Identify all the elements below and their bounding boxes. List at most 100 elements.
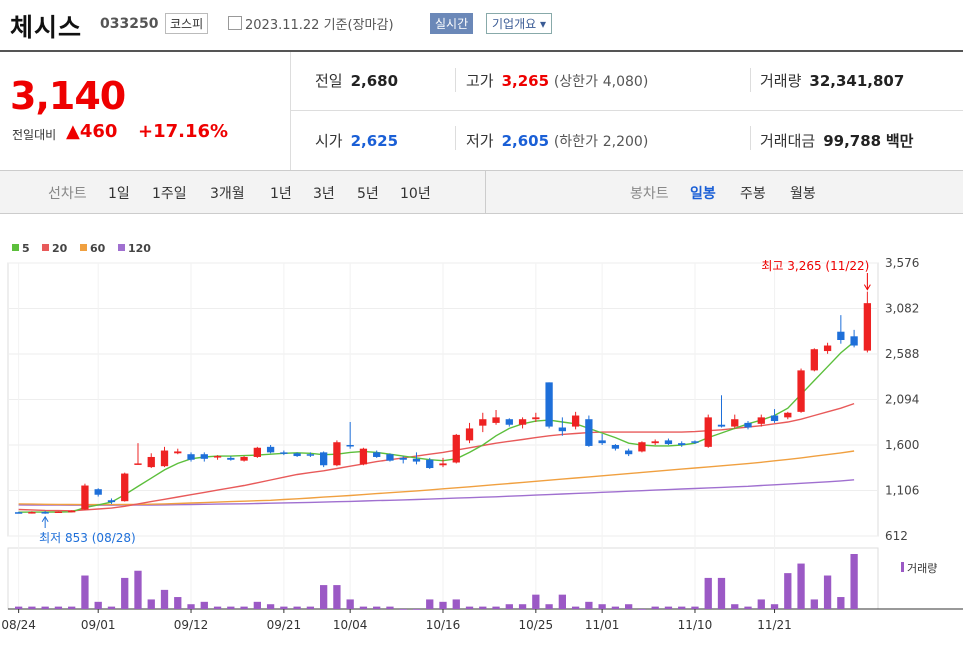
candle-body xyxy=(717,424,726,427)
candle-body xyxy=(240,456,248,461)
candle-body xyxy=(346,445,354,447)
period-10y[interactable]: 10년 xyxy=(400,186,431,202)
candle-body xyxy=(731,419,739,427)
candle-body xyxy=(704,417,712,447)
candle-body xyxy=(306,454,315,456)
candle-body xyxy=(625,450,633,455)
period-3y[interactable]: 3년 xyxy=(313,186,335,202)
volume-bar xyxy=(266,604,275,609)
line-chart-label: 선차트 xyxy=(48,186,87,202)
period-3m[interactable]: 3개월 xyxy=(210,186,245,202)
candle-body xyxy=(319,452,328,466)
candle-body xyxy=(651,441,659,444)
candle-body xyxy=(359,448,368,465)
candle-body xyxy=(68,510,76,513)
volume-bar xyxy=(28,606,36,609)
change-percent: +17.16% xyxy=(138,121,229,142)
volume-bar xyxy=(412,609,421,610)
volume-bar xyxy=(41,606,49,609)
volume-bar xyxy=(346,599,354,609)
volume-legend-swatch xyxy=(901,562,904,572)
candle-body xyxy=(227,457,235,460)
trade-amount: 거래대금 99,788 백만 xyxy=(760,132,914,150)
volume-bar xyxy=(757,599,765,609)
volume-bar xyxy=(319,585,328,609)
x-tick-label: 11/01 xyxy=(585,618,620,632)
divider xyxy=(750,126,751,150)
volume-bar xyxy=(399,609,407,610)
volume-bar xyxy=(837,597,845,609)
low-arrow-head xyxy=(41,515,49,523)
candle-chart-label: 봉차트 xyxy=(630,186,669,202)
volume-bar xyxy=(306,606,315,609)
candle-body xyxy=(94,489,102,495)
divider xyxy=(750,68,751,92)
header-divider xyxy=(0,50,963,52)
volume-bar xyxy=(625,604,633,609)
company-overview-dropdown[interactable]: 기업개요 ▾ xyxy=(486,13,553,34)
candle-body xyxy=(770,415,779,422)
market-badge: 코스피 xyxy=(165,13,209,34)
candle-body xyxy=(147,456,155,468)
candle-body xyxy=(121,473,129,502)
volume-bar xyxy=(744,606,752,609)
candle-body xyxy=(863,303,872,351)
volume-bar xyxy=(174,597,182,609)
volume-bar xyxy=(187,604,195,609)
high-arrow-head xyxy=(863,284,871,291)
volume-bar xyxy=(532,594,540,609)
volume-bar xyxy=(770,604,779,609)
period-1y[interactable]: 1년 xyxy=(270,186,292,202)
candle-body xyxy=(664,440,673,445)
period-1w[interactable]: 1주일 xyxy=(152,186,187,202)
period-1d[interactable]: 1일 xyxy=(108,186,130,202)
candle-body xyxy=(452,434,460,463)
candle-body xyxy=(518,419,527,425)
volume-bar xyxy=(81,575,89,609)
legend-label: 60 xyxy=(90,242,106,255)
volume-label: 거래량 xyxy=(907,562,937,575)
volume-bar xyxy=(134,570,142,609)
volume-bar xyxy=(121,577,129,609)
realtime-button[interactable]: 실시간 xyxy=(430,13,474,34)
period-5y[interactable]: 5년 xyxy=(357,186,379,202)
candle-body xyxy=(611,445,620,449)
volume-bar xyxy=(850,554,858,609)
volume-bar xyxy=(784,573,792,609)
volume-bar xyxy=(797,563,805,609)
volume-bar xyxy=(452,599,460,609)
candle-body xyxy=(691,441,699,443)
candle-body xyxy=(293,453,301,457)
high-price: 고가 3,265 (상한가 4,080) xyxy=(466,72,649,90)
volume-bar xyxy=(253,601,261,609)
legend-swatch xyxy=(80,244,87,251)
low-annotation: 최저 853 (08/28) xyxy=(39,531,136,545)
candle-body xyxy=(545,382,553,427)
change-amount: ▲460 xyxy=(66,121,118,142)
candle-body xyxy=(333,442,341,466)
candle-daily[interactable]: 일봉 xyxy=(690,186,716,202)
candle-weekly[interactable]: 주봉 xyxy=(740,186,766,202)
volume-bar xyxy=(426,599,434,609)
volume-bar xyxy=(611,606,620,609)
period-bar: 선차트 1일 1주일 3개월 1년 3년 5년 10년 봉차트 일봉 주봉 월봉 xyxy=(0,170,963,214)
ma60-line xyxy=(18,450,855,506)
calendar-icon xyxy=(228,16,242,30)
candle-body xyxy=(638,442,646,452)
candle-body xyxy=(744,422,752,428)
candle-body xyxy=(373,452,381,457)
y-tick-label: 3,082 xyxy=(885,302,919,316)
candle-body xyxy=(426,459,434,469)
candlestick-chart: 3,576 3,082 2,588 2,094 1,600 1,106 612 08/24 09… xyxy=(1,242,963,632)
y-tick-label: 3,576 xyxy=(885,256,919,270)
y-tick-label: 2,094 xyxy=(885,393,919,407)
ma20-line xyxy=(18,402,855,512)
volume-bar xyxy=(731,604,739,609)
y-tick-label: 1,106 xyxy=(885,484,919,498)
volume-bar xyxy=(717,577,726,609)
volume-bar xyxy=(293,606,301,609)
volume-bar xyxy=(213,606,222,609)
candle-monthly[interactable]: 월봉 xyxy=(790,186,816,202)
stock-chart: 3,576 3,082 2,588 2,094 1,600 1,106 612 08/24 09… xyxy=(0,232,963,652)
candle-body xyxy=(850,336,858,346)
